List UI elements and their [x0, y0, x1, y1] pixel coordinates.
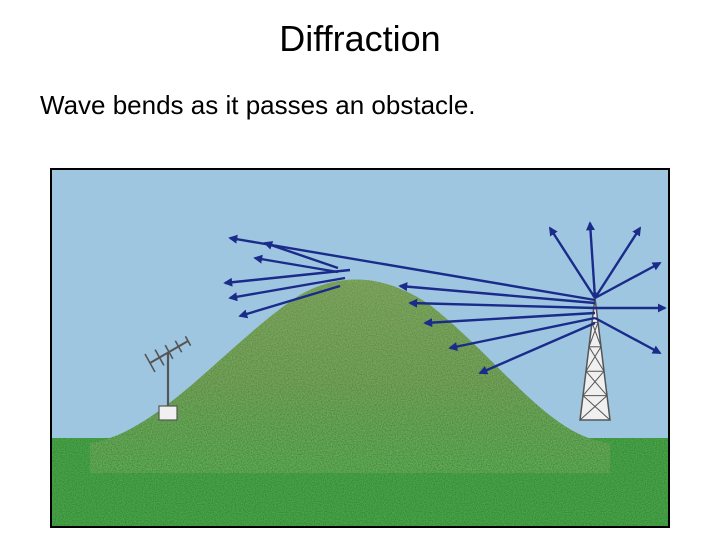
diffraction-diagram — [50, 168, 670, 528]
page-subtitle: Wave bends as it passes an obstacle. — [40, 90, 720, 121]
diagram-svg — [50, 168, 670, 528]
page-title: Diffraction — [0, 18, 720, 60]
